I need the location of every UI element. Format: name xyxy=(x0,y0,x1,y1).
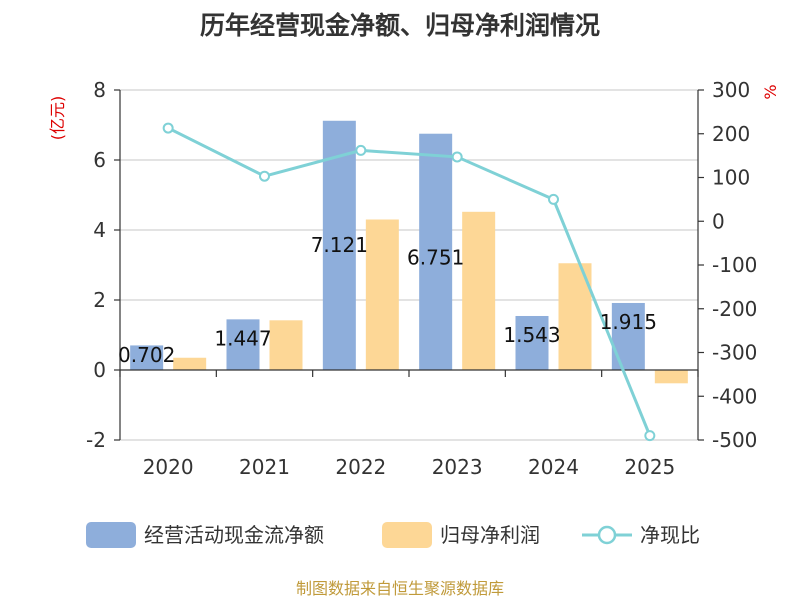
x-tick-label-2023: 2023 xyxy=(432,455,483,479)
bar-cash-2022 xyxy=(322,120,356,370)
bars-layer xyxy=(130,120,688,384)
x-tick-label-2020: 2020 xyxy=(143,455,194,479)
right-tick-label-3: 0 xyxy=(712,209,725,233)
right-tick-label-6: -300 xyxy=(712,341,757,365)
left-tick-label-5: -2 xyxy=(86,428,106,452)
ratio-point-2022 xyxy=(355,144,367,156)
right-tick-label-8: -500 xyxy=(712,428,757,452)
axes-layer: 8 6 4 2 0 -2 300 200 100 0 -100 -200 -300 -400 -500 202… xyxy=(86,78,757,479)
ratio-point-2020 xyxy=(162,122,174,134)
x-tick-label-2024: 2024 xyxy=(528,455,579,479)
data-label-cash-2020: 0.702 xyxy=(118,343,175,367)
data-labels-layer: 0.702 1.447 7.121 6.751 1.543 1.915 xyxy=(118,233,657,367)
legend-swatch-profit xyxy=(382,522,432,548)
data-label-cash-2022: 7.121 xyxy=(311,233,368,257)
right-tick-label-4: -100 xyxy=(712,253,757,277)
legend-label-cash: 经营活动现金流净额 xyxy=(144,523,324,547)
left-tick-label-3: 2 xyxy=(93,288,106,312)
left-tick-label-1: 6 xyxy=(93,148,106,172)
x-tick-label-2022: 2022 xyxy=(335,455,386,479)
bar-profit-2021 xyxy=(269,320,303,370)
right-tick-label-7: -400 xyxy=(712,384,757,408)
ratio-line xyxy=(167,126,652,437)
right-tick-label-1: 200 xyxy=(712,122,750,146)
ratio-line-layer xyxy=(162,122,656,442)
legend-label-ratio: 净现比 xyxy=(640,523,700,547)
x-tick-label-2025: 2025 xyxy=(624,455,675,479)
bar-cash-2021 xyxy=(226,319,260,370)
ratio-point-2025 xyxy=(644,430,656,442)
grid-lines xyxy=(120,89,698,441)
data-label-cash-2024: 1.543 xyxy=(503,323,560,347)
right-tick-label-5: -200 xyxy=(712,297,757,321)
x-tick-label-2021: 2021 xyxy=(239,455,290,479)
left-tick-label-2: 4 xyxy=(93,218,106,242)
right-tick-label-2: 100 xyxy=(712,166,750,190)
data-label-cash-2025: 1.915 xyxy=(600,310,657,334)
bar-profit-2025 xyxy=(654,370,688,384)
legend: 经营活动现金流净额 归母净利润 净现比 xyxy=(86,522,700,548)
left-tick-label-4: 0 xyxy=(93,358,106,382)
data-label-cash-2021: 1.447 xyxy=(214,326,271,350)
bar-cash-2023 xyxy=(419,133,453,370)
bar-cash-2024 xyxy=(515,315,549,370)
bar-profit-2022 xyxy=(365,219,399,370)
legend-label-profit: 归母净利润 xyxy=(440,523,540,547)
left-tick-label-0: 8 xyxy=(93,78,106,102)
bar-cash-2020 xyxy=(130,345,164,370)
right-tick-label-0: 300 xyxy=(712,78,750,102)
left-axis-unit: (亿元) xyxy=(48,96,67,141)
data-source: 制图数据来自恒生聚源数据库 xyxy=(296,579,504,598)
chart-title: 历年经营现金净额、归母净利润情况 xyxy=(200,11,600,40)
bar-profit-2023 xyxy=(462,211,496,370)
ratio-point-2023 xyxy=(451,151,463,163)
bar-profit-2020 xyxy=(173,357,207,370)
right-axis-unit: % xyxy=(761,84,780,99)
data-label-cash-2023: 6.751 xyxy=(407,246,464,270)
ratio-point-2024 xyxy=(548,193,559,205)
legend-swatch-ratio-marker xyxy=(597,525,617,545)
legend-swatch-cash xyxy=(86,522,136,548)
ratio-point-2021 xyxy=(259,170,270,182)
